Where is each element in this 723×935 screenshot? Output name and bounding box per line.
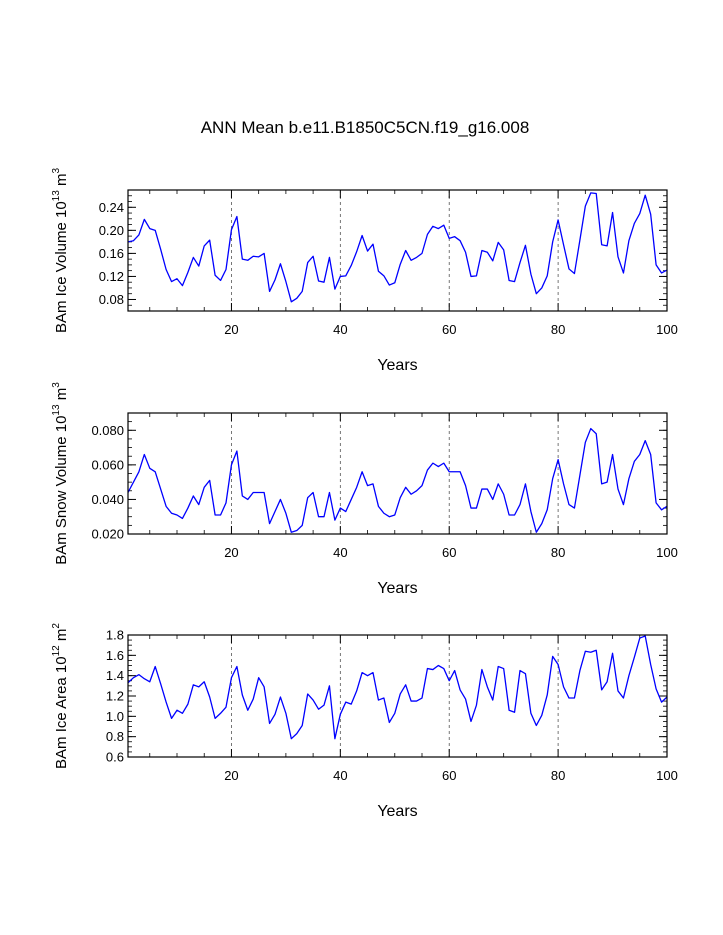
x-tick-label: 20 [224, 545, 238, 560]
series-line [127, 192, 668, 303]
x-tick-label: 80 [551, 545, 565, 560]
x-axis-label: Years [377, 580, 417, 597]
series-line [127, 427, 668, 533]
y-tick-label: 1.6 [106, 648, 124, 663]
y-tick-label: 0.040 [91, 492, 124, 507]
y-tick-label: 0.24 [99, 200, 124, 215]
y-tick-label: 1.2 [106, 689, 124, 704]
y-label-exponent: 13 [51, 190, 62, 202]
x-tick-label: 40 [333, 322, 347, 337]
y-label-text: m [53, 629, 70, 646]
chart-title: ANN Mean b.e11.B1850C5CN.f19_g16.008 [201, 118, 530, 137]
y-tick-label: 0.08 [99, 292, 124, 307]
y-label-exponent: 3 [51, 168, 62, 174]
x-tick-label: 80 [551, 322, 565, 337]
x-tick-label: 100 [656, 545, 678, 560]
y-axis-label: BAm Ice Volume 1013 m3 [51, 168, 70, 334]
x-tick-label: 60 [442, 768, 456, 783]
y-axis-label: BAm Snow Volume 1013 m3 [51, 382, 70, 565]
panels: 20 40 60 80 100 0.08 0.12 0.16 0.20 0.24 Years BAm … [51, 168, 678, 820]
y-label-exponent: 3 [51, 382, 62, 388]
panel-ice-area: 20 40 60 80 100 0.6 0.8 1.0 1.2 1.4 1.6 1.8 Years BAm… [51, 623, 678, 820]
x-axis-label: Years [377, 803, 417, 820]
x-tick-label: 80 [551, 768, 565, 783]
plot-frame [127, 412, 668, 535]
y-tick-label: 1.4 [106, 668, 124, 683]
x-tick-label: 60 [442, 322, 456, 337]
x-tick-label: 40 [333, 545, 347, 560]
y-tick-label: 0.12 [99, 269, 124, 284]
panel-ice-volume: 20 40 60 80 100 0.08 0.12 0.16 0.20 0.24 Years BAm … [51, 168, 678, 374]
x-tick-label: 60 [442, 545, 456, 560]
y-axis-label: BAm Ice Area 1012 m2 [51, 623, 70, 769]
y-tick-label: 0.6 [106, 750, 124, 765]
x-tick-label: 20 [224, 322, 238, 337]
series-line [127, 635, 668, 740]
y-tick-label: 0.20 [99, 223, 124, 238]
y-label-text: m [53, 174, 70, 191]
plot-frame [127, 189, 668, 312]
y-label-text: BAm Ice Volume 10 [53, 201, 70, 333]
x-tick-label: 20 [224, 768, 238, 783]
x-tick-label: 100 [656, 768, 678, 783]
x-axis-label: Years [377, 357, 417, 374]
y-label-exponent: 13 [51, 404, 62, 416]
y-tick-label: 0.080 [91, 423, 124, 438]
y-label-exponent: 12 [51, 645, 62, 657]
y-tick-label: 1.0 [106, 709, 124, 724]
y-label-text: BAm Snow Volume 10 [53, 416, 70, 565]
x-tick-label: 40 [333, 768, 347, 783]
y-label-text: m [53, 388, 70, 405]
y-tick-label: 0.8 [106, 729, 124, 744]
y-label-text: BAm Ice Area 10 [53, 656, 70, 769]
plot-frame [127, 634, 668, 758]
y-tick-label: 0.16 [99, 246, 124, 261]
y-tick-label: 0.020 [91, 527, 124, 542]
panel-snow-volume: 20 40 60 80 100 0.020 0.040 0.060 0.080 Years BAm … [51, 382, 678, 597]
y-label-exponent: 2 [51, 623, 62, 629]
y-tick-label: 1.8 [106, 628, 124, 643]
x-tick-label: 100 [656, 322, 678, 337]
y-tick-label: 0.060 [91, 457, 124, 472]
